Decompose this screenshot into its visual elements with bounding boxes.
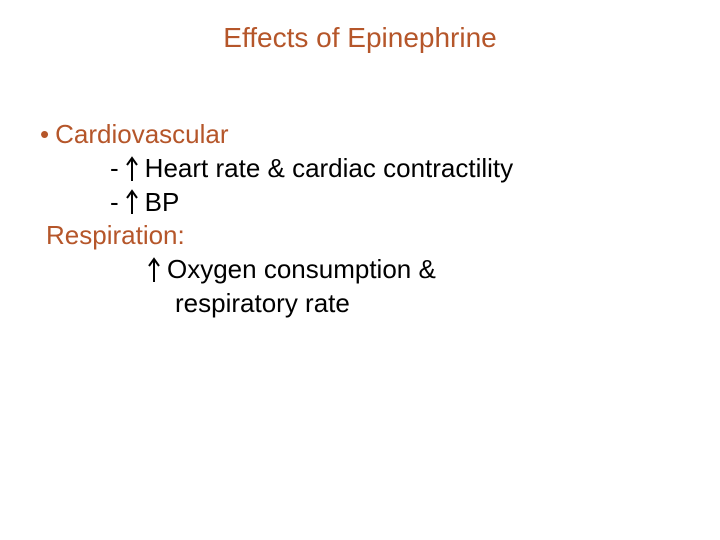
dash-icon: - bbox=[110, 152, 119, 186]
list-item-text: BP bbox=[145, 186, 180, 220]
up-arrow-icon bbox=[125, 189, 139, 215]
section-heading: Respiration: bbox=[46, 219, 185, 253]
list-item: - Heart rate & cardiac contractility bbox=[40, 152, 680, 186]
section-heading: Cardiovascular bbox=[55, 118, 228, 152]
up-arrow-icon bbox=[147, 257, 161, 283]
up-arrow-icon bbox=[125, 156, 139, 182]
slide-title: Effects of Epinephrine bbox=[0, 22, 720, 54]
dash-icon: - bbox=[110, 186, 119, 220]
list-item-text: Heart rate & cardiac contractility bbox=[145, 152, 513, 186]
list-item: - BP bbox=[40, 186, 680, 220]
list-item-text: Oxygen consumption & bbox=[167, 253, 436, 287]
slide-body: • Cardiovascular - Heart rate & cardiac … bbox=[40, 118, 680, 321]
list-item-continuation: respiratory rate bbox=[40, 287, 680, 321]
bullet-icon: • bbox=[40, 118, 49, 152]
section-respiration: Respiration: bbox=[40, 219, 680, 253]
list-item-text: respiratory rate bbox=[175, 287, 350, 321]
slide: Effects of Epinephrine • Cardiovascular … bbox=[0, 0, 720, 540]
section-cardiovascular: • Cardiovascular bbox=[40, 118, 680, 152]
list-item: Oxygen consumption & bbox=[40, 253, 680, 287]
